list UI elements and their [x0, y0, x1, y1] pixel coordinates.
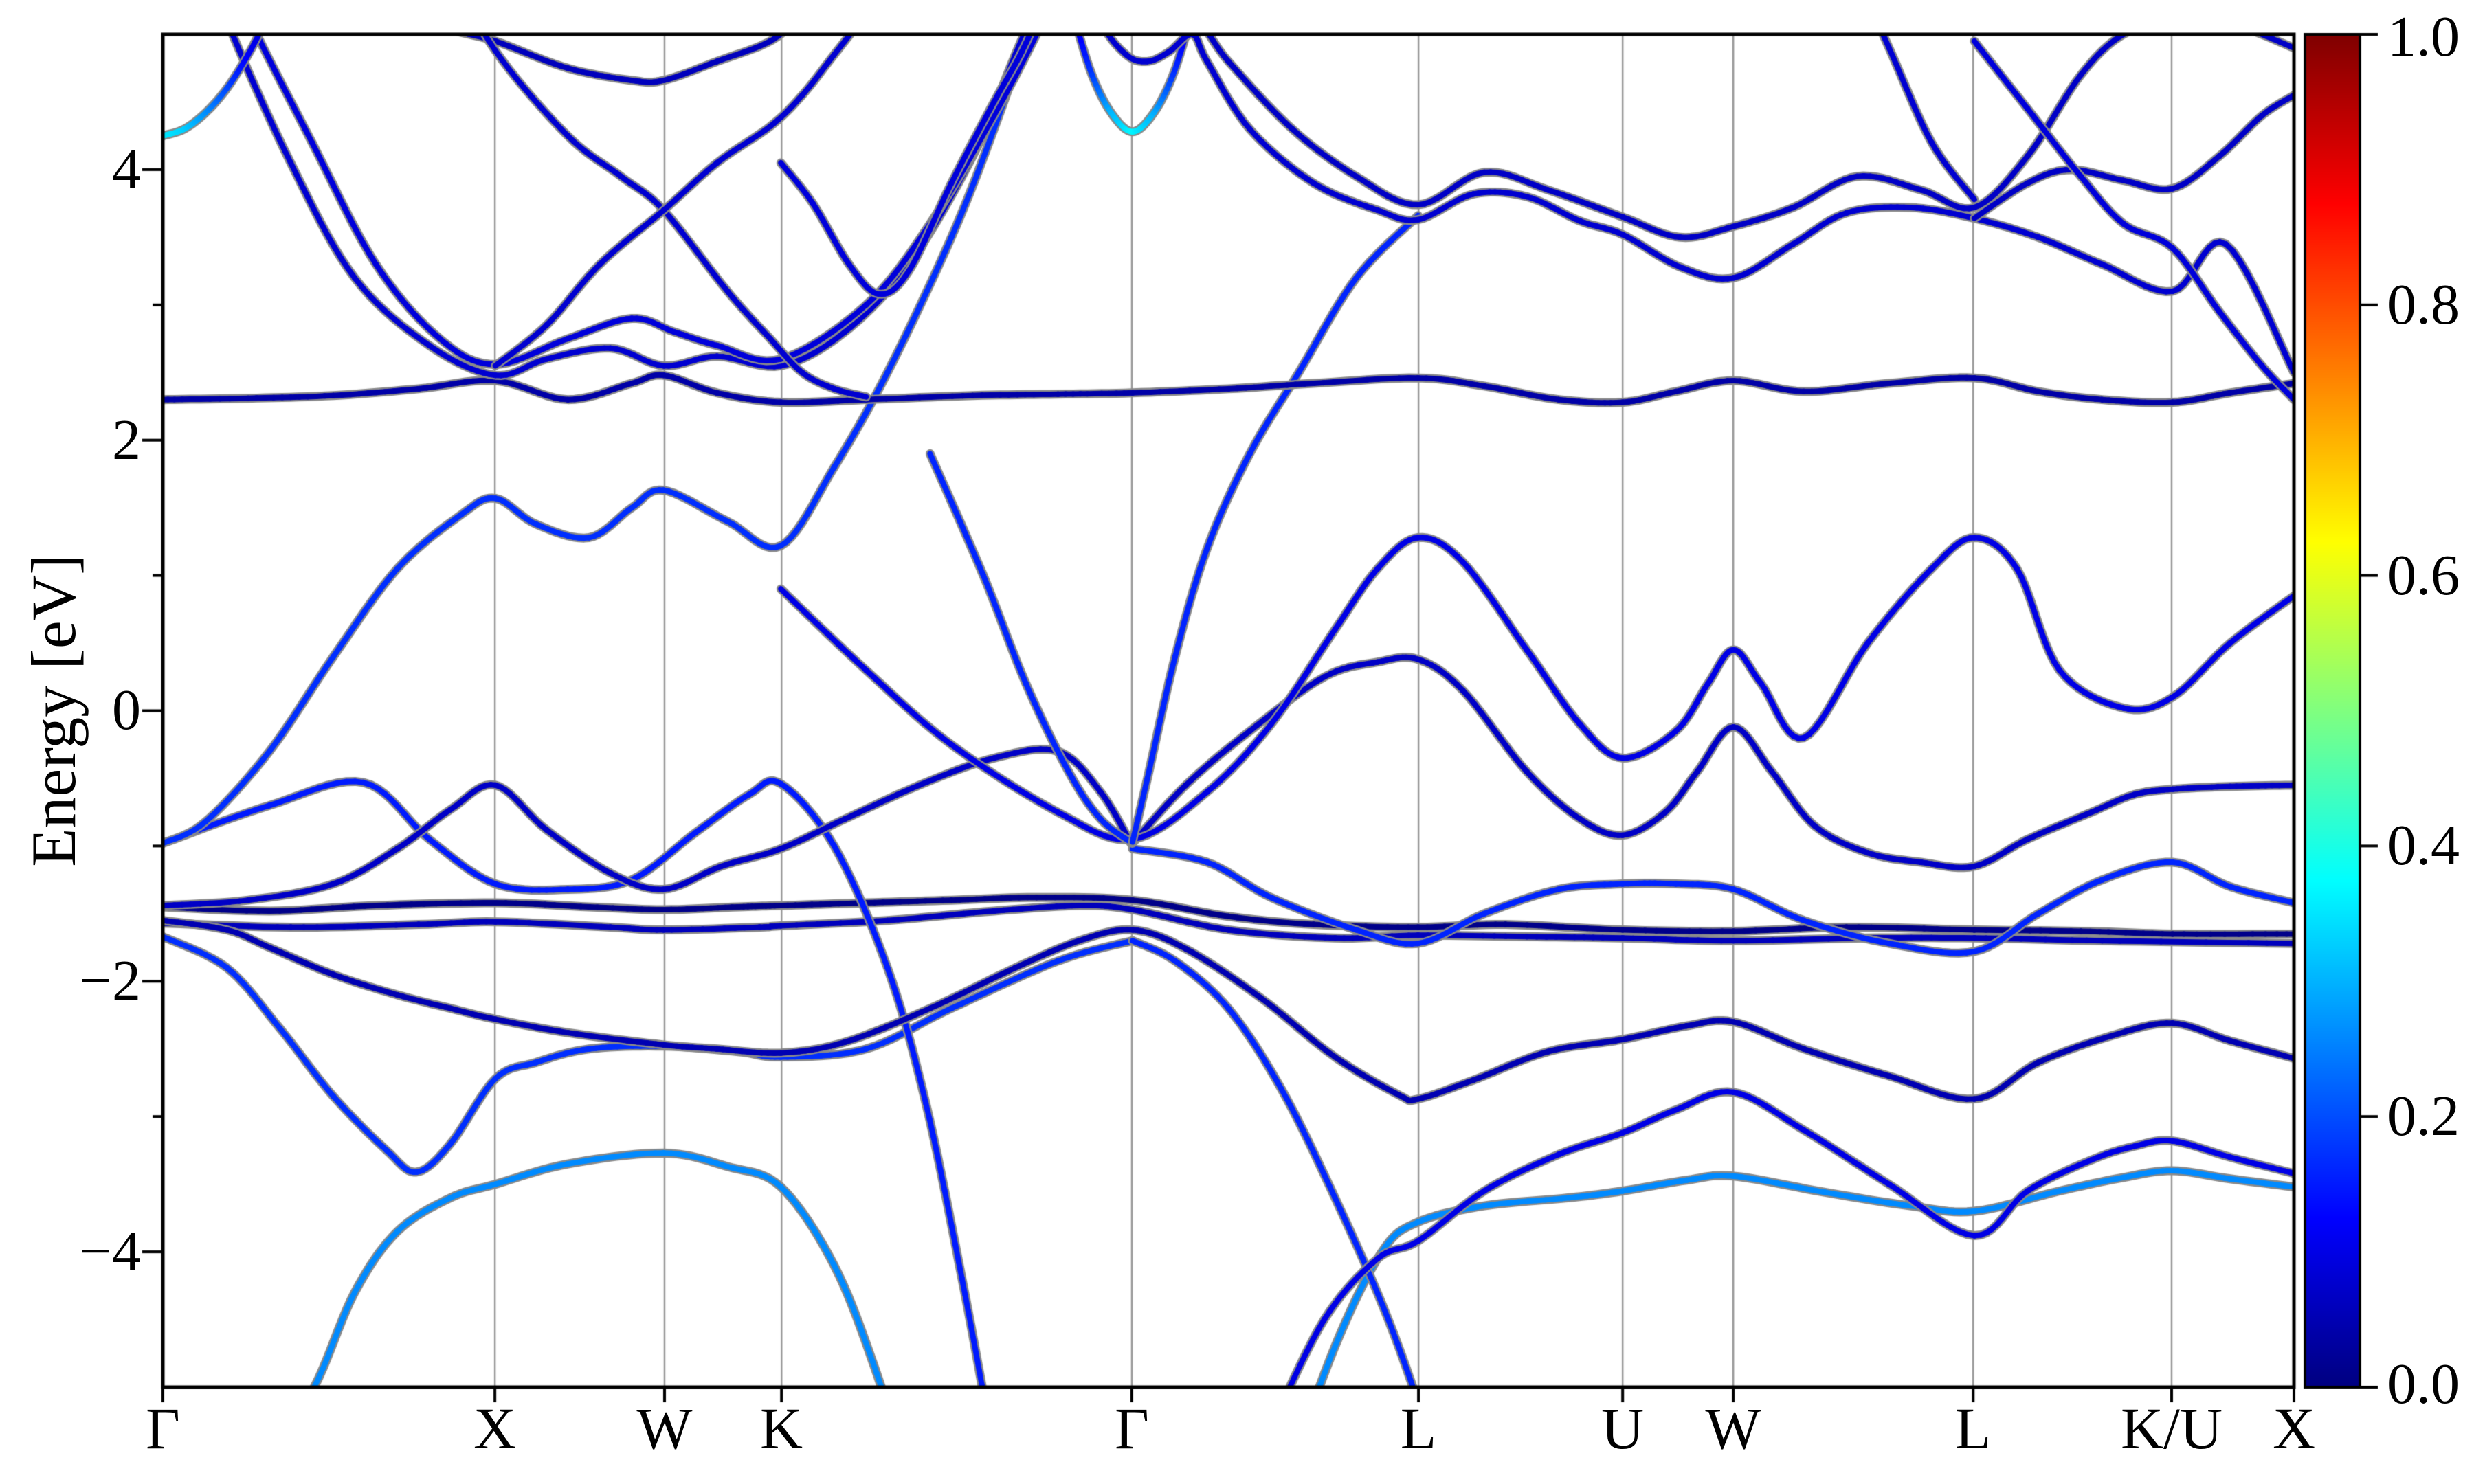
x-tick-label: L — [1400, 1395, 1437, 1461]
x-tick-label: W — [636, 1395, 693, 1461]
x-tick-label: X — [2272, 1395, 2316, 1461]
x-tick-label: U — [1601, 1395, 1645, 1461]
colorbar-tick-label: 0.0 — [2387, 1352, 2460, 1416]
x-tick-label: K/U — [2120, 1395, 2223, 1461]
x-tick-label: K — [759, 1395, 803, 1461]
x-tick-label: Γ — [1115, 1395, 1149, 1461]
colorbar-tick-label: 0.4 — [2387, 813, 2460, 877]
y-tick-label: −2 — [79, 949, 141, 1013]
y-tick-label: −4 — [79, 1219, 141, 1283]
colorbar-tick-label: 0.6 — [2387, 543, 2460, 607]
y-tick-label: 4 — [112, 137, 141, 201]
colorbar-tick-label: 1.0 — [2387, 5, 2460, 69]
x-tick-label: X — [473, 1395, 517, 1461]
x-tick-label: Γ — [146, 1395, 180, 1461]
y-tick-label: 2 — [112, 408, 141, 472]
y-tick-label: 0 — [112, 678, 141, 742]
colorbar-tick-label: 0.2 — [2387, 1084, 2460, 1148]
colorbar-tick-label: 0.8 — [2387, 273, 2460, 337]
x-tick-label: L — [1954, 1395, 1992, 1461]
x-tick-label: W — [1705, 1395, 1761, 1461]
